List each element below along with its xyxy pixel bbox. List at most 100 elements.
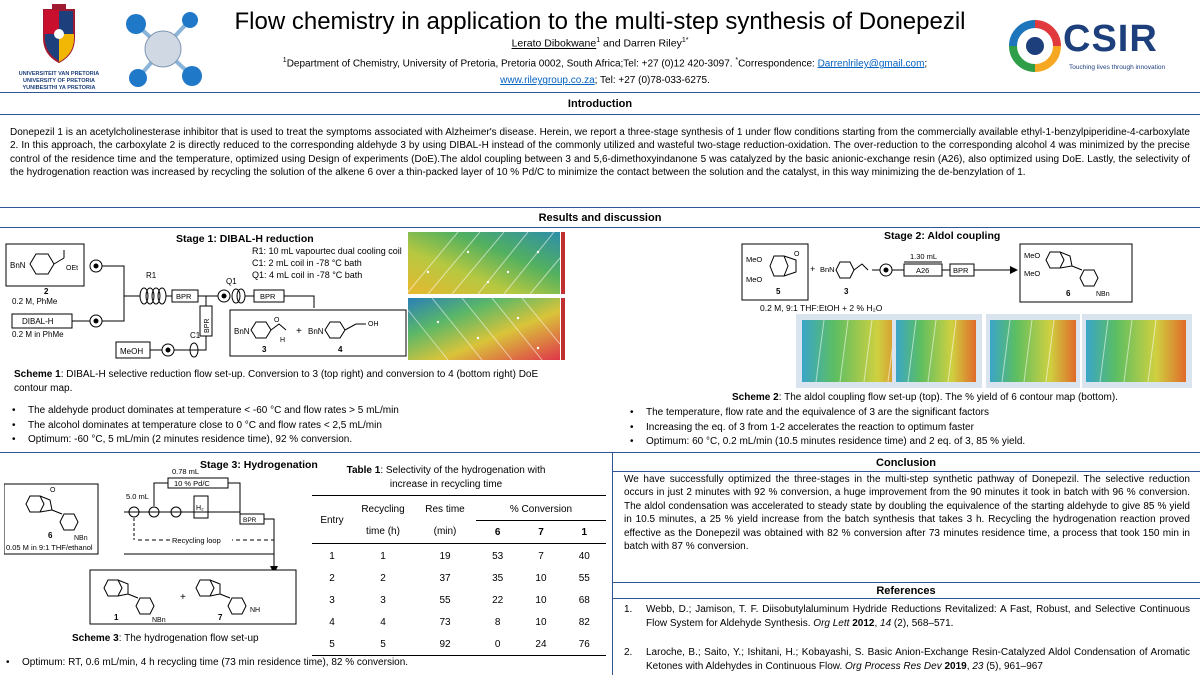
svg-text:O: O [274, 317, 280, 324]
reference-journal: Org Lett [813, 618, 850, 629]
bpr-1-label: BPR [176, 292, 192, 301]
stage2-conditions: 0.2 M, 9:1 THF:EtOH + 2 % H₂O [760, 303, 883, 313]
scheme1-caption: Scheme 1: DIBAL-H selective reduction fl… [14, 368, 574, 396]
s3-bpr-label: BPR [243, 517, 257, 524]
svg-text:+: + [180, 592, 186, 603]
intro-text: Donepezil 1 is an acetylcholinesterase i… [10, 127, 1190, 179]
csir-tagline: Touching lives through innovation [1069, 64, 1166, 71]
cell: 55 [578, 572, 590, 584]
header-min: (min) [433, 526, 457, 538]
stage1-bullets: The aldehyde product dominates at temper… [8, 404, 598, 448]
reference-year: 2012 [852, 618, 875, 629]
svg-text:MeO: MeO [1024, 269, 1040, 278]
stage3-title: Stage 3: Hydrogenation [200, 459, 318, 471]
cell: 3 [380, 594, 386, 606]
scheme3-label: Scheme 3 [72, 633, 119, 644]
up-logo-line: UNIVERSITY OF PRETORIA [23, 78, 95, 84]
affiliation-text: Department of Chemistry, University of P… [286, 58, 736, 70]
table-header-row: Entry Recycling Res time % Conversion [312, 498, 606, 526]
website-link[interactable]: www.rileygroup.co.za [500, 75, 595, 87]
affil-sup: 1 [282, 57, 287, 64]
s2-bpr-label: BPR [953, 266, 969, 275]
cell: 0 [476, 633, 520, 656]
reagent-2-box [5, 243, 85, 287]
reference-num: 2. [624, 647, 633, 658]
meo-1: MeO [746, 255, 762, 264]
cell: 68 [578, 594, 590, 606]
reagent-1-label: 2 [44, 287, 49, 296]
cell: 8 [494, 616, 501, 628]
header-res-time: Res time [425, 503, 465, 515]
product-4-label: 4 [338, 345, 343, 354]
bpr-3-label: BPR [204, 319, 211, 333]
cell: 5 [352, 633, 414, 656]
stage1-bullet: The alcohol dominates at temperature clo… [8, 419, 598, 434]
stage1-bullet: Optimum: -60 °C, 5 mL/min (2 minutes res… [8, 433, 598, 448]
csir-name: CSIR [1063, 18, 1158, 60]
header-1: 1 [581, 526, 588, 538]
cell: 19 [439, 550, 451, 562]
table-row: 5 5 92 0 24 76 [312, 633, 606, 656]
table1-caption-text: : Selectivity of the hydrogenation with … [380, 465, 546, 490]
stage1-conditions: R1: 10 mL vapourtec dual cooling coil C1… [252, 245, 402, 281]
svg-text:+: + [810, 264, 815, 274]
stage3-bullets: Optimum: RT, 0.6 mL/min, 4 h recycling t… [2, 656, 602, 671]
correspondence-label: Correspondence: [738, 58, 818, 70]
stage1-condition: C1: 2 mL coil in -78 °C bath [252, 258, 362, 268]
reagent-1-bnn: BnN [10, 261, 26, 270]
references-rule [612, 598, 1200, 599]
c1-label: C1 [190, 331, 201, 340]
contour-map-yield-4 [1082, 314, 1192, 388]
up-logo-line: YUNIBESITHI YA PRETORIA [22, 85, 96, 91]
cmpd-6: 6 [1066, 289, 1071, 298]
cell: 53 [492, 550, 504, 562]
molecule-icon [126, 12, 202, 87]
s3-cmpd-6: 6 [48, 531, 53, 540]
table-row: 1 1 19 53 7 40 [312, 545, 606, 567]
conclusion-heading: Conclusion [876, 457, 936, 469]
scheme3-caption: Scheme 3: The hydrogenation flow set-up [72, 632, 332, 646]
scheme2-text: : The aldol coupling flow set-up (top). … [778, 392, 1118, 403]
intro-bottom-rule [0, 207, 1200, 208]
conclusion-rule [612, 471, 1200, 472]
svg-text:O: O [794, 251, 800, 258]
reference-num: 1. [624, 604, 633, 615]
table-row: 2 2 37 35 10 55 [312, 567, 606, 589]
contour-map-yield-3 [986, 314, 1080, 388]
svg-text:BnN: BnN [308, 327, 324, 336]
author-1: Lerato Dibokwane [511, 37, 597, 50]
stage1-title: Stage 1: DIBAL-H reduction [176, 233, 314, 245]
intro-heading: Introduction [567, 98, 633, 110]
svg-text:NBn: NBn [74, 535, 88, 542]
references-heading: References [876, 585, 936, 597]
piperidine-ring-2 [29, 253, 55, 275]
s3-vol2: 5.0 mL [126, 492, 149, 501]
table-header-row: time (h) (min) 6 7 1 [312, 521, 606, 544]
cell: 3 [329, 594, 335, 606]
stage1-flow-scheme: BnN OEt 2 0.2 M, PhMe DIBAL-H 0.2 M in P… [5, 243, 407, 359]
email-link[interactable]: Darrenlriley@gmail.com [817, 58, 925, 70]
column-divider [612, 452, 613, 675]
stage1-bullet: The aldehyde product dominates at temper… [8, 404, 598, 419]
s3-cmpd-1: 1 [114, 613, 119, 622]
reference-text: Webb, D.; Jamison, T. F. Diisobutylalumi… [646, 604, 1190, 629]
s2-coil: 1.30 mL [910, 252, 937, 261]
reference-vol: 14 [880, 618, 892, 629]
csir-swirl-icon [1009, 20, 1061, 72]
products-box [229, 309, 407, 357]
product-bnn: BnN [234, 327, 250, 336]
cell: 7 [538, 550, 544, 562]
header-6: 6 [494, 526, 501, 538]
table1: Entry Recycling Res time % Conversion ti… [312, 498, 606, 656]
svg-text:+: + [296, 326, 302, 337]
up-logo: UNIVERSITEIT VAN PRETORIA UNIVERSITY OF … [14, 4, 104, 91]
results-heading: Results and discussion [538, 212, 662, 224]
reagent-1-conc: 0.2 M, PhMe [12, 297, 58, 306]
cell: 5 [312, 633, 352, 656]
cell: 35 [492, 572, 504, 584]
quench-label: MeOH [120, 347, 143, 356]
reference-rest: (5), 961–967 [983, 661, 1043, 672]
stage2-title: Stage 2: Aldol coupling [884, 230, 1001, 242]
r1-coil [139, 287, 167, 305]
cell: 92 [414, 633, 476, 656]
